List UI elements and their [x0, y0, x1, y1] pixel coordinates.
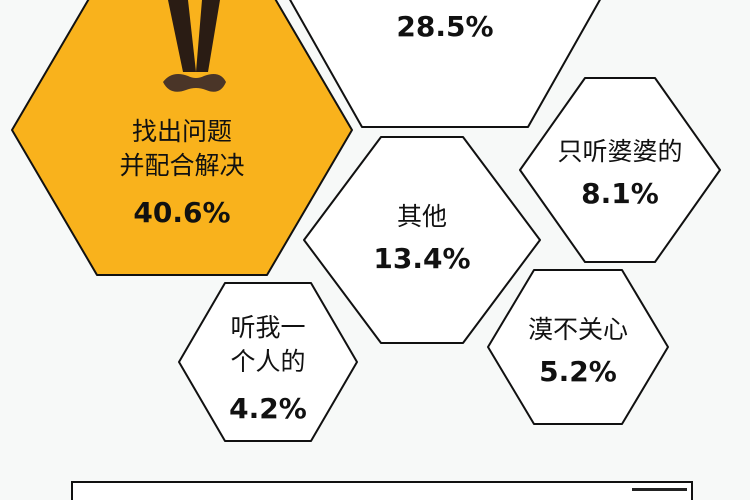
figure-hands	[163, 74, 226, 92]
hexagon-label: 个人的	[230, 347, 305, 376]
hexagon	[487, 269, 669, 425]
hexagon-label: 漠不关心	[528, 315, 628, 344]
hexagon-value: 8.1%	[581, 177, 659, 210]
hexagon-value: 40.6%	[133, 196, 230, 229]
hexagon-value: 13.4%	[373, 242, 470, 275]
hexagon-label: 只听婆婆的	[557, 137, 682, 166]
hexagon	[303, 136, 541, 344]
strap-left	[168, 0, 196, 72]
hexagon-label: 找出问题	[132, 117, 232, 146]
bottom-panel-mark	[632, 488, 687, 491]
strap-right	[196, 0, 220, 72]
hexagon	[178, 282, 358, 442]
bottom-panel	[71, 481, 693, 500]
hexagon-value: 4.2%	[229, 392, 307, 425]
hexagon	[289, 0, 601, 128]
hexagon	[11, 0, 353, 276]
hexagon-value: 5.2%	[539, 355, 617, 388]
hexagon-label: 听我一	[230, 313, 305, 342]
hexagon	[519, 77, 721, 263]
hexagon-label: 并配合解决	[119, 151, 244, 180]
hexagon-label: 其他	[397, 202, 447, 231]
hexagon-value: 28.5%	[396, 10, 493, 43]
